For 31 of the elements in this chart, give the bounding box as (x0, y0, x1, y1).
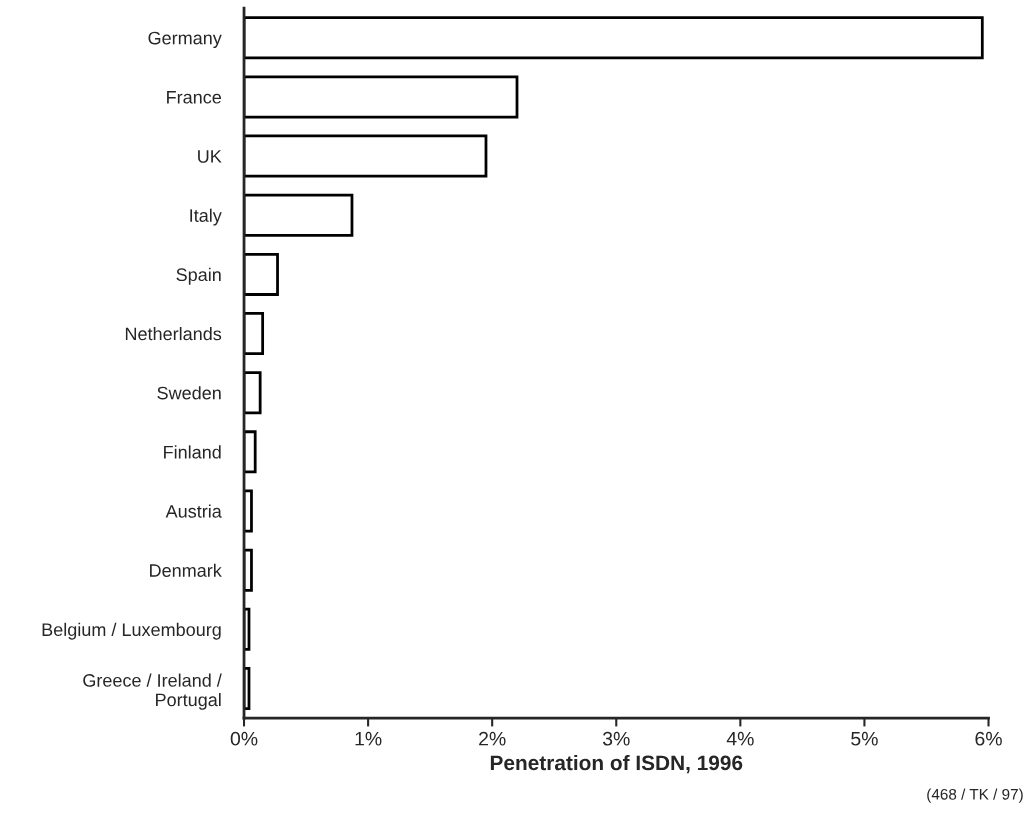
y-tick-label: Austria (165, 504, 222, 518)
bar (244, 16, 984, 60)
bar (244, 193, 354, 237)
y-tick-label: Belgium / Luxembourg (42, 622, 221, 640)
bar (244, 548, 253, 592)
bar (244, 489, 253, 533)
y-tick-label: UK (198, 150, 222, 163)
y-tick-label: France (167, 91, 221, 104)
text: (468 / TK / 97) (927, 788, 1023, 803)
y-tick-label: Finland (164, 445, 221, 459)
x-tick-label: 5% (851, 731, 878, 746)
bar (244, 312, 265, 356)
bar (244, 134, 488, 178)
y-tick-label: Spain (176, 267, 221, 285)
x-tick-label: 6% (975, 731, 1002, 746)
x-axis-title: Penetration of ISDN, 1996 (490, 754, 743, 774)
y-tick-label: Denmark (150, 563, 222, 577)
bar (244, 430, 257, 474)
y-tick-label: Italy (190, 208, 222, 226)
bar (244, 75, 519, 119)
y-tick-label: Netherlands (125, 327, 222, 341)
x-tick-label: 1% (355, 731, 382, 746)
x-tick-label: 4% (726, 731, 754, 746)
x-tick-label: 2% (479, 731, 506, 746)
x-tick-label: 3% (602, 731, 630, 746)
bar (244, 371, 262, 415)
y-tick-label: Sweden (157, 386, 221, 400)
x-tick-label: 0% (230, 731, 258, 746)
bar (244, 252, 279, 296)
y-tick-label: Greece / Ireland / Portugal (83, 673, 222, 710)
y-tick-label: Germany (148, 31, 222, 49)
